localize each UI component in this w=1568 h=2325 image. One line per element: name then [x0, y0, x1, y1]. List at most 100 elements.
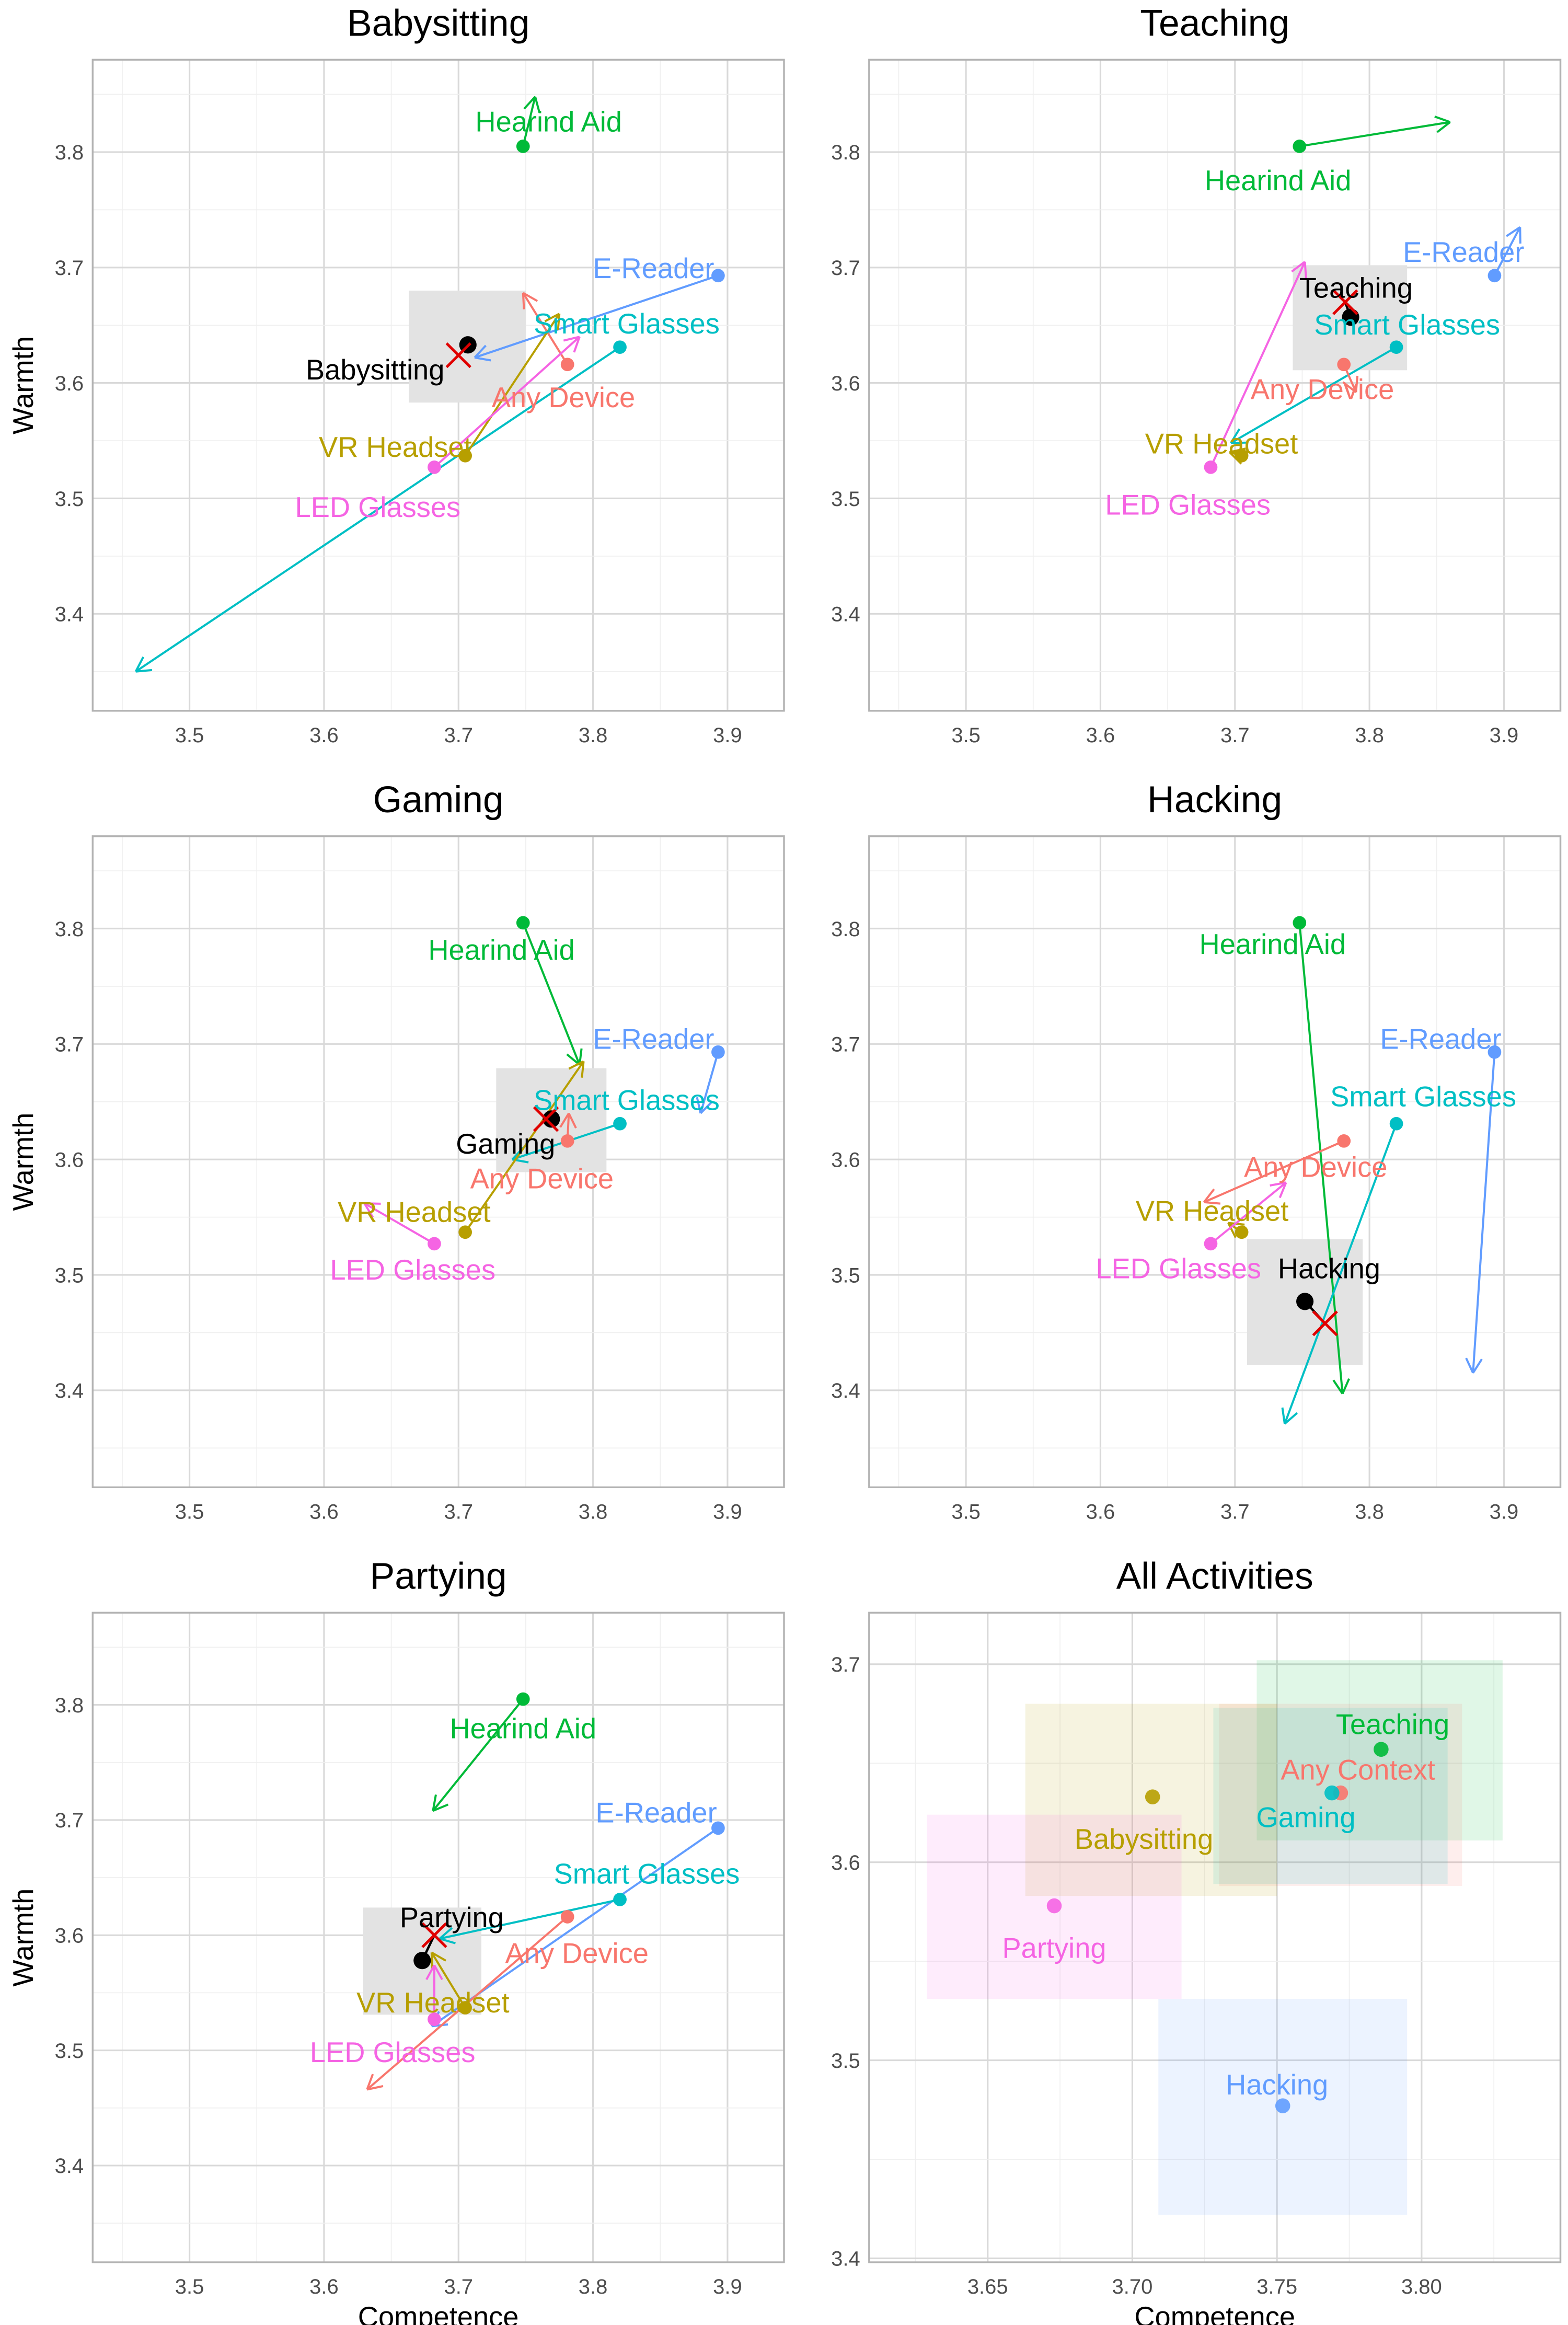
y-tick-label: 3.6: [831, 372, 860, 395]
x-tick-label: 3.7: [444, 2275, 473, 2298]
x-tick-label: 3.5: [951, 1500, 981, 1523]
plot-border: [868, 1612, 1562, 2263]
y-axis-title: Warmth: [7, 1113, 39, 1211]
device-label: Any Device: [505, 1937, 648, 1969]
device-label: VR Headset: [1145, 428, 1298, 459]
arrowhead: [1506, 226, 1521, 237]
plot-background: [869, 836, 1561, 1488]
y-tick-label: 3.4: [831, 2248, 860, 2271]
arrowhead: [1434, 116, 1451, 123]
data-point: [1374, 1742, 1389, 1757]
device-point: [458, 1225, 472, 1239]
y-tick-label: 3.5: [55, 2040, 84, 2063]
x-tick-label: 3.9: [1490, 724, 1519, 747]
device-point: [560, 1910, 574, 1924]
device-point: [613, 340, 627, 354]
arrowhead: [134, 656, 144, 672]
point-label: Any Context: [1281, 1754, 1435, 1786]
device-label: LED Glasses: [1105, 489, 1271, 521]
arrowhead: [432, 1803, 449, 1812]
y-tick-label: 3.7: [831, 257, 860, 280]
point-label: Gaming: [1256, 1802, 1356, 1834]
shift-arrow: [464, 1061, 585, 1233]
y-tick-label: 3.7: [55, 257, 84, 280]
arrowhead: [1284, 1412, 1298, 1425]
x-axis-title: Competence: [1134, 2301, 1295, 2325]
plot-border: [868, 59, 1562, 712]
device-point: [458, 2001, 472, 2015]
predicted-x-marker: [445, 342, 471, 369]
device-point: [560, 358, 574, 372]
arrowhead: [1341, 1378, 1350, 1395]
y-tick-label: 3.5: [55, 488, 84, 511]
x-tick-label: 3.6: [309, 724, 339, 747]
panel-title: Gaming: [373, 779, 504, 821]
arrowhead: [581, 1061, 585, 1078]
x-axis-title: Competence: [358, 2301, 519, 2325]
panel-title: Teaching: [1140, 3, 1289, 44]
arrowhead: [696, 1097, 702, 1114]
panel-gaming: Gaming 3.5 3.6 3.7 3.8 3.9 3.4 3.5 3.6 3.7 3.8 Warm…: [7, 779, 785, 1523]
shift-arrow: [522, 292, 569, 365]
arrowhead: [1304, 261, 1307, 279]
device-label: Any Device: [1251, 374, 1394, 406]
y-tick-label: 3.8: [831, 918, 860, 941]
device-label: Smart Glasses: [1314, 309, 1500, 341]
shift-arrow: [433, 336, 581, 468]
device-label: E-Reader: [595, 1797, 717, 1828]
arrowhead: [557, 313, 561, 330]
arrowhead: [425, 1964, 435, 1981]
y-tick-label: 3.5: [831, 1264, 860, 1287]
arrowhead: [439, 1927, 453, 1940]
x-tick-label: 3.8: [1355, 724, 1384, 747]
y-tick-label: 3.8: [55, 918, 84, 941]
device-label: E-Reader: [593, 1023, 714, 1055]
arrowhead: [559, 1112, 570, 1128]
shift-arrow: [474, 274, 719, 359]
x-tick-label: 3.5: [951, 724, 981, 747]
plot-border: [91, 835, 785, 1489]
shift-arrow: [135, 346, 621, 673]
arrowhead: [439, 1937, 456, 1944]
shift-arrow: [1284, 1123, 1398, 1424]
x-tick-label: 3.5: [175, 1500, 204, 1523]
y-tick-label: 3.8: [831, 141, 860, 164]
arrowhead: [1472, 1359, 1483, 1374]
point-label: Teaching: [1336, 1708, 1449, 1740]
device-point: [428, 2012, 441, 2026]
x-tick-label: 3.9: [713, 2275, 742, 2298]
activity-label: Partying: [400, 1902, 504, 1933]
device-label: E-Reader: [1380, 1023, 1501, 1055]
x-tick-label: 3.9: [713, 1500, 742, 1523]
shift-arrow: [364, 1202, 435, 1245]
device-point: [1204, 1237, 1218, 1251]
device-point: [1488, 269, 1502, 283]
arrowhead: [1270, 1181, 1286, 1187]
device-point: [711, 1045, 725, 1059]
device-point: [711, 269, 725, 283]
y-tick-label: 3.8: [55, 1694, 84, 1717]
y-axis-title: Warmth: [7, 336, 39, 434]
device-label: Hearind Aid: [1200, 928, 1346, 960]
shift-arrow: [699, 1052, 719, 1114]
arrowhead: [1278, 1182, 1287, 1199]
point-label: Hacking: [1226, 2069, 1328, 2101]
device-point: [1235, 1225, 1249, 1239]
y-tick-label: 3.6: [55, 1925, 84, 1948]
x-tick-label: 3.80: [1401, 2275, 1442, 2298]
y-tick-label: 3.7: [55, 1033, 84, 1056]
shift-arrow: [1472, 1052, 1496, 1373]
x-tick-label: 3.6: [1086, 724, 1115, 747]
x-tick-label: 3.6: [309, 1500, 339, 1523]
shift-arrow: [439, 1898, 620, 1940]
arrowhead: [1281, 1407, 1286, 1424]
device-label: Hearind Aid: [449, 1713, 596, 1745]
device-point: [458, 448, 472, 463]
device-label: Hearind Aid: [475, 106, 622, 137]
activity-label: Babysitting: [306, 354, 444, 386]
y-tick-label: 3.5: [55, 1264, 84, 1287]
arrowhead: [534, 96, 540, 113]
panel-title: All Activities: [1116, 1556, 1313, 1597]
arrowhead: [1465, 1357, 1474, 1374]
